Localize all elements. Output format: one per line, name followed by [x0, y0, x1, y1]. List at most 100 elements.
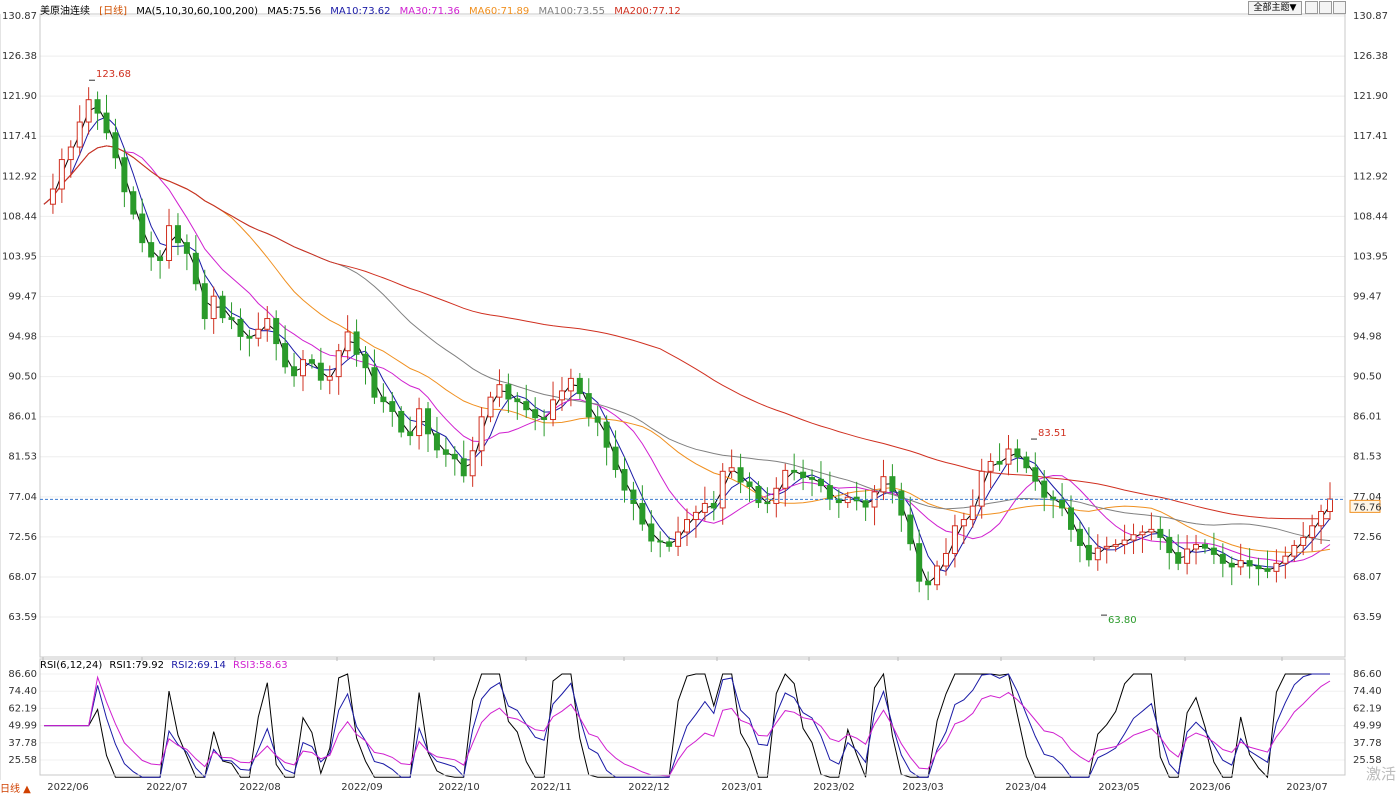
rsi-panel-frame [39, 658, 1346, 776]
candle-body [1005, 448, 1012, 465]
x-tick-label: 2023/06 [1189, 782, 1231, 793]
rsi-tick-label-right: 37.78 [1353, 738, 1382, 749]
candle-body [67, 146, 74, 161]
candle-body [969, 505, 976, 521]
candle-body [371, 367, 378, 398]
candle-body [916, 543, 923, 582]
candle-body [648, 523, 655, 542]
candle-body [192, 252, 199, 285]
candle-body [1228, 562, 1235, 568]
candle-body [1300, 536, 1307, 546]
price-tick-label-right: 81.53 [1353, 452, 1382, 463]
candle-body [925, 580, 932, 586]
candle-body [416, 408, 423, 437]
candle-body [451, 453, 458, 460]
extreme-label: 83.51 [1038, 428, 1067, 439]
candle-body [978, 470, 985, 507]
candle-body [585, 393, 592, 418]
candle-body [907, 514, 914, 545]
candle-body [85, 99, 92, 123]
candle-body [246, 335, 253, 339]
price-tick-label-left: 126.38 [2, 51, 37, 62]
settings-icon[interactable] [1319, 1, 1332, 14]
ma10-value: MA10:73.62 [330, 6, 391, 17]
candle-body [1148, 528, 1155, 533]
candle-body [1014, 448, 1021, 458]
price-tick-label-left: 121.90 [2, 91, 37, 102]
candle-body [317, 362, 324, 381]
candle-body [612, 446, 619, 471]
candle-body [630, 489, 637, 504]
candle-body [898, 490, 905, 516]
candle-body [880, 476, 887, 493]
candle-body [1201, 544, 1208, 549]
ma100-value: MA100:73.55 [538, 6, 605, 17]
candle-body [719, 470, 726, 509]
ma10-line [43, 116, 1331, 572]
price-tick-label-left: 63.59 [8, 612, 37, 623]
expand-icon[interactable] [1305, 1, 1318, 14]
candle-body [550, 399, 557, 420]
x-tick-label: 2022/12 [628, 782, 670, 793]
price-tick-label-left: 117.41 [2, 131, 37, 142]
candle-body [1094, 547, 1101, 561]
price-tick-label-left: 81.53 [8, 452, 37, 463]
price-tick-label-left: 72.56 [8, 532, 37, 543]
rsi-indicator-label[interactable]: RSI(6,12,24) [40, 660, 103, 671]
candle-body [558, 390, 565, 401]
candle-body [1282, 555, 1289, 564]
rsi-tick-label-left: 37.78 [8, 738, 37, 749]
candle-body [532, 409, 539, 419]
theme-dropdown-button[interactable]: 全部主题▼ [1248, 1, 1302, 15]
price-tick-label-right: 99.47 [1353, 291, 1382, 302]
candle-body [621, 469, 628, 491]
candle-body [157, 256, 164, 261]
ma200-value: MA200:77.12 [614, 6, 681, 17]
candle-body [76, 121, 83, 148]
candle-body [478, 416, 485, 452]
candle-body [344, 331, 351, 352]
price-tick-label-left: 94.98 [8, 332, 37, 343]
x-tick-label: 2023/07 [1286, 782, 1328, 793]
candle-body [308, 359, 315, 364]
candle-body [800, 471, 807, 479]
rsi2-value: RSI2:69.14 [171, 660, 226, 671]
rsi3-line [44, 675, 1331, 777]
candle-body [139, 213, 146, 244]
candle-body [469, 450, 476, 477]
rsi-tick-label-right: 25.58 [1353, 755, 1382, 766]
rsi2-line [44, 673, 1330, 779]
period-label[interactable]: [日线] [99, 6, 127, 17]
period-switch-tab[interactable]: 日线 ▲ [0, 784, 31, 795]
candle-body [282, 343, 289, 368]
candle-body [94, 99, 101, 114]
candle-body [987, 460, 994, 472]
candle-body [1255, 565, 1262, 570]
x-tick-label: 2023/01 [721, 782, 763, 793]
candle-body [862, 500, 869, 508]
price-grid [40, 15, 1345, 761]
candle-body [541, 417, 548, 420]
candle-body [844, 496, 851, 504]
candle-body [112, 132, 119, 159]
candle-body [148, 242, 155, 258]
candle-body [166, 225, 173, 261]
extreme-label: 123.68 [96, 69, 131, 80]
price-tick-label-right: 130.87 [1353, 11, 1388, 22]
candle-body [1184, 548, 1191, 564]
candle-body [353, 331, 360, 355]
candle-body [460, 458, 467, 477]
close-icon[interactable] [1333, 1, 1346, 14]
candle-body [996, 460, 1003, 465]
candle-body [934, 565, 941, 586]
candle-body [1246, 560, 1253, 567]
price-tick-label-right: 63.59 [1353, 612, 1382, 623]
candle-body [567, 377, 574, 392]
rsi3-value: RSI3:58.63 [233, 660, 288, 671]
price-tick-label-right: 126.38 [1353, 51, 1388, 62]
candle-body [728, 467, 735, 472]
ma-indicator-label[interactable]: MA(5,10,30,60,100,200) [136, 6, 259, 17]
candle-body [1103, 545, 1110, 549]
candle-body [1193, 544, 1200, 550]
